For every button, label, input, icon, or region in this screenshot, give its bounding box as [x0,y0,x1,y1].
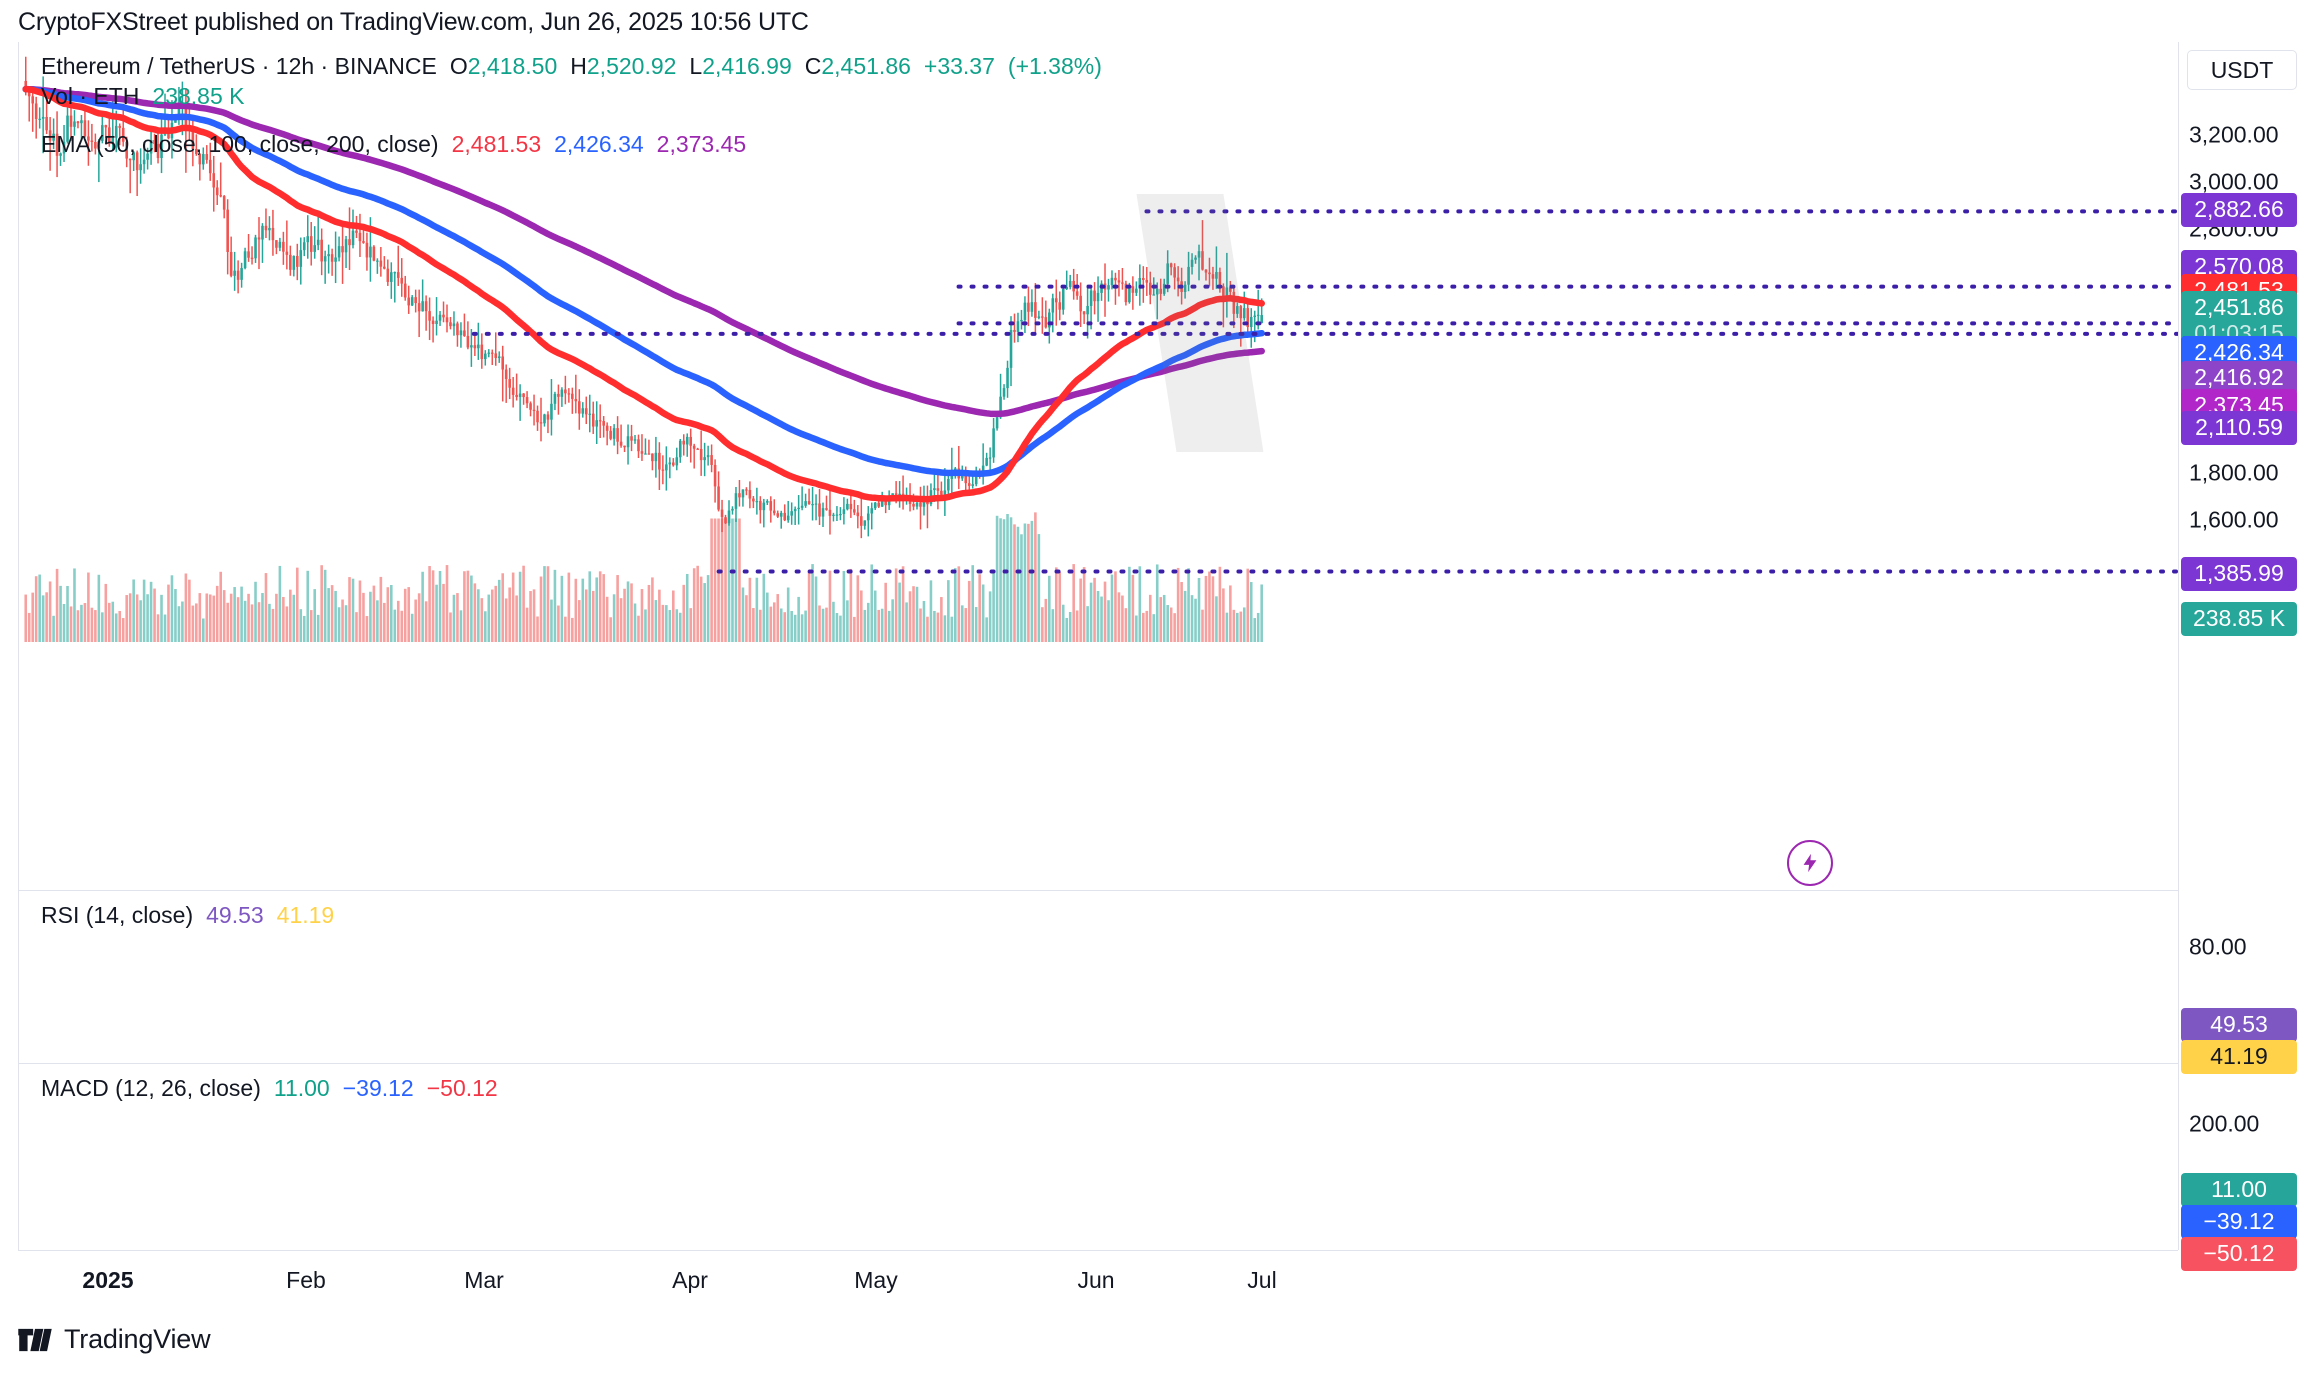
macd-pane[interactable]: MACD (12, 26, close) 11.00 −39.12 −50.12 [19,1063,2178,1250]
axis-label-container: 3,200.00 3,000.00 2,800.00 1,800.00 1,600.00… [2179,42,2308,1271]
price-tick-label: 3,000.00 [2179,169,2308,196]
rsi-tag[interactable]: 41.19 [2181,1040,2297,1074]
currency-badge[interactable]: USDT [2187,50,2297,90]
price-tag[interactable]: 2,882.66 [2181,193,2297,227]
tick-text: 1,600.00 [2189,506,2279,533]
price-tick-label: 3,200.00 [2179,122,2308,149]
price-tag-value: 2,426.34 [2194,339,2284,365]
publisher-header: CryptoFXStreet published on TradingView.… [18,8,809,36]
macd-tag[interactable]: −39.12 [2181,1205,2297,1239]
macd-tag-value: 11.00 [2211,1176,2267,1202]
brand-name: TradingView [64,1324,211,1354]
macd-tag[interactable]: −50.12 [2181,1237,2297,1271]
time-tick-label: Jun [1077,1267,1115,1293]
macd-tag-value: −39.12 [2203,1208,2275,1234]
tick-text: 80.00 [2189,933,2247,960]
macd-series-svg [19,1064,2178,1250]
rsi-series-svg [19,891,2178,1062]
price-tick-label: 1,800.00 [2179,460,2308,487]
time-tick-label: Feb [286,1267,326,1293]
time-tick-label: Mar [464,1267,504,1293]
chart-frame: Ethereum / TetherUS · 12h · BINANCE O2,41… [18,42,2178,1250]
price-tag[interactable]: 2,110.59 [2181,411,2297,445]
time-tick-label: May [854,1267,898,1293]
price-tag-value: 1,385.99 [2194,560,2284,586]
macd-tag[interactable]: 11.00 [2181,1173,2297,1207]
lightning-badge-icon[interactable] [1787,840,1833,886]
tick-text: 3,200.00 [2189,121,2279,148]
price-tag-value: 2,882.66 [2194,196,2284,222]
rsi-tag-value: 41.19 [2210,1043,2268,1069]
price-plot[interactable] [19,42,2178,889]
rsi-pane[interactable]: RSI (14, close) 49.53 41.19 [19,890,2178,1062]
macd-tag-value: −50.12 [2203,1240,2275,1266]
footer: TradingView [18,1324,211,1355]
price-series-svg [22,56,2178,642]
price-tag-value: 2,110.59 [2195,414,2283,440]
time-axis[interactable]: 2025 Feb Mar Apr May Jun Jul [18,1250,2178,1307]
tick-text: 3,000.00 [2189,168,2279,195]
tick-text: 1,800.00 [2189,459,2279,486]
price-tag-value: 2,416.92 [2194,364,2284,390]
time-tick-label: 2025 [82,1267,134,1293]
tradingview-logo-icon [18,1328,52,1351]
rsi-tag-value: 49.53 [2210,1011,2268,1037]
price-tick-label: 1,600.00 [2179,507,2308,534]
price-pane[interactable]: Ethereum / TetherUS · 12h · BINANCE O2,41… [19,42,2178,889]
price-tag-value: 2,451.86 [2194,294,2284,320]
price-tag-value: 238.85 K [2192,605,2286,631]
tick-text: 200.00 [2189,1110,2260,1137]
time-tick-label: Apr [672,1267,708,1293]
macd-tick-label: 200.00 [2179,1111,2308,1138]
price-axis[interactable]: USDT 3,200.00 3,000.00 2,800.00 1,800.00 1,6… [2178,42,2308,1271]
rsi-tick-label: 80.00 [2179,934,2308,961]
macd-plot[interactable] [19,1064,2178,1250]
rsi-tag[interactable]: 49.53 [2181,1008,2297,1042]
time-tick-label: Jul [1247,1267,1277,1293]
rsi-plot[interactable] [19,891,2178,1062]
price-tag[interactable]: 1,385.99 [2181,557,2297,591]
price-tag[interactable]: 238.85 K [2181,602,2297,636]
